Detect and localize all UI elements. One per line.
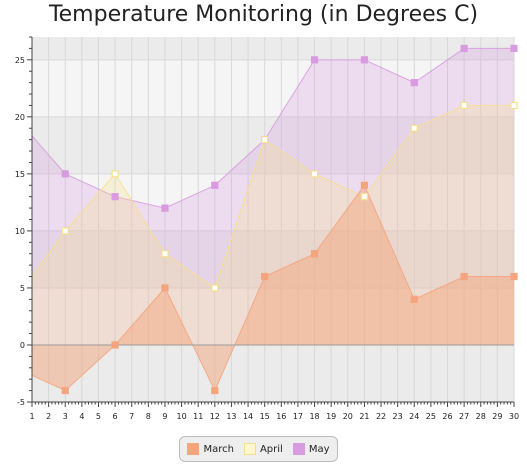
legend-item-may: May	[292, 443, 330, 455]
data-point-may	[510, 44, 518, 53]
y-tick-label: 20	[15, 113, 25, 122]
x-tick-label: 19	[326, 412, 336, 421]
data-point-march	[310, 250, 319, 258]
y-tick-label: 25	[15, 56, 25, 65]
data-point-march	[510, 272, 518, 281]
x-tick-label: 3	[63, 412, 68, 421]
x-tick-label: 27	[459, 412, 469, 421]
data-point-april	[510, 101, 518, 110]
x-tick-label: 18	[309, 412, 319, 421]
x-tick-label: 29	[492, 412, 502, 421]
y-tick-label: 0	[20, 341, 25, 350]
legend-label: May	[308, 443, 330, 455]
x-tick-label: 22	[376, 412, 386, 421]
chart-title: Temperature Monitoring (in Degrees C)	[48, 2, 479, 27]
y-tick-label: 10	[15, 227, 25, 236]
legend-swatch	[243, 443, 256, 455]
data-point-march	[360, 181, 369, 189]
data-point-april	[360, 193, 369, 201]
legend-item-april: April	[243, 443, 283, 455]
x-tick-label: 7	[129, 412, 134, 421]
data-point-march	[410, 295, 418, 303]
legend-swatch	[292, 443, 305, 455]
x-tick-label: 21	[359, 412, 369, 421]
data-point-may	[161, 204, 169, 212]
legend-label: April	[259, 443, 283, 455]
data-point-march	[460, 272, 468, 281]
x-tick-label: 2	[46, 412, 51, 421]
x-tick-label: 24	[409, 412, 419, 421]
x-tick-label: 10	[176, 412, 186, 421]
x-tick-label: 8	[146, 412, 151, 421]
x-tick-label: 20	[343, 412, 353, 421]
x-tick-label: 15	[260, 412, 270, 421]
data-point-may	[360, 56, 369, 64]
background-band	[32, 344, 514, 402]
x-tick-label: 5	[96, 412, 101, 421]
data-point-march	[261, 272, 269, 281]
y-tick-label: 5	[20, 284, 25, 293]
x-tick-label: 13	[226, 412, 236, 421]
y-tick-label: -5	[17, 398, 25, 407]
background-band	[32, 37, 514, 60]
x-tick-label: 6	[113, 412, 118, 421]
data-point-april	[61, 227, 69, 235]
x-tick-label: 17	[293, 412, 303, 421]
legend-label: March	[203, 443, 234, 455]
data-point-may	[61, 170, 69, 178]
area-march	[32, 185, 514, 391]
legend: March April May	[179, 436, 338, 462]
legend-item-march: March	[187, 443, 234, 455]
data-point-march	[111, 341, 119, 349]
x-tick-label: 23	[393, 412, 403, 421]
x-tick-label: 16	[276, 412, 286, 421]
background-band	[32, 173, 514, 231]
data-point-april	[410, 124, 418, 132]
data-point-may	[211, 181, 219, 189]
data-point-may	[460, 44, 468, 53]
x-tick-label: 12	[210, 412, 220, 421]
data-point-april	[261, 136, 269, 144]
x-tick-label: 30	[509, 412, 519, 421]
x-tick-label: 4	[79, 412, 84, 421]
series-areas	[32, 47, 514, 392]
legend-swatch	[187, 443, 200, 455]
data-point-may	[310, 56, 319, 64]
data-point-may	[410, 79, 418, 87]
series-points	[61, 44, 518, 395]
data-point-april	[460, 101, 468, 110]
data-point-march	[61, 386, 69, 395]
x-tick-label: 14	[243, 412, 253, 421]
x-tick-label: 25	[426, 412, 436, 421]
data-point-april	[310, 170, 319, 178]
data-point-april	[111, 170, 119, 178]
data-point-april	[211, 284, 219, 292]
data-point-may	[111, 193, 119, 201]
x-tick-label: 1	[29, 412, 34, 421]
y-tick-label: 15	[15, 170, 25, 179]
x-tick-label: 11	[193, 412, 203, 421]
data-point-march	[211, 386, 219, 395]
data-point-march	[161, 284, 169, 292]
x-tick-label: 9	[162, 412, 167, 421]
x-tick-label: 28	[476, 412, 486, 421]
plot-background	[32, 37, 514, 402]
x-tick-label: 26	[442, 412, 452, 421]
data-point-april	[161, 250, 169, 258]
